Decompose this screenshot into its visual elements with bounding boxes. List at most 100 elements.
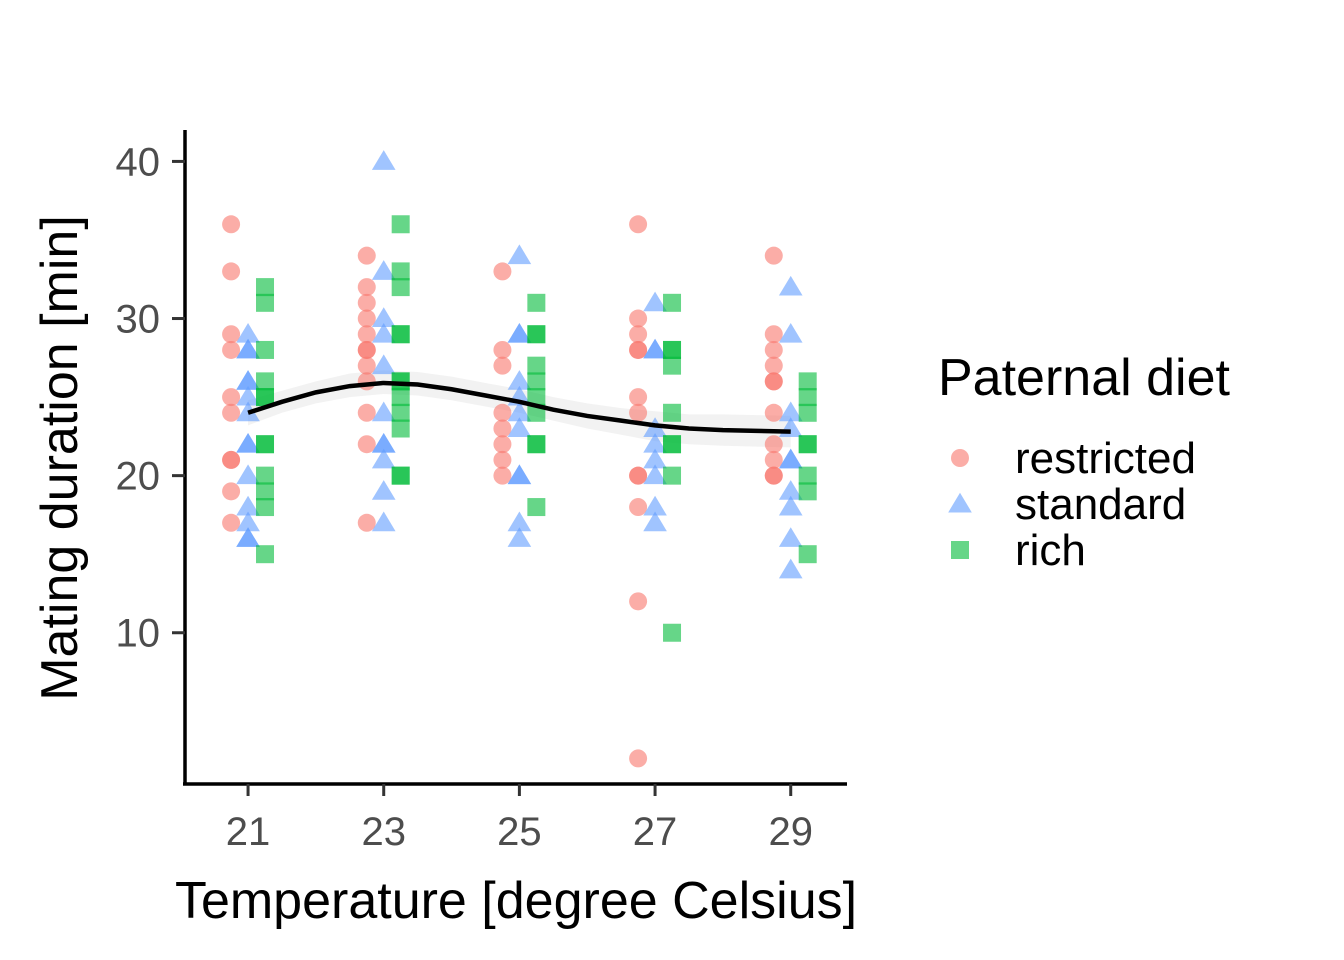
- rich-point: [256, 482, 275, 501]
- restricted-point: [493, 356, 512, 375]
- restricted-point: [493, 435, 512, 454]
- standard-point: [778, 527, 803, 547]
- restricted-point: [222, 450, 241, 469]
- rich-point: [798, 545, 817, 564]
- restricted-point: [222, 388, 241, 407]
- restricted-point: [764, 356, 783, 375]
- restricted-point: [629, 309, 648, 328]
- x-tick-label: 27: [633, 810, 678, 854]
- rich-point: [256, 278, 275, 297]
- restricted-point: [764, 466, 783, 485]
- rich-point: [798, 388, 817, 407]
- standard-point: [778, 558, 803, 579]
- rich-point: [663, 340, 682, 359]
- restricted-point: [222, 513, 241, 532]
- restricted-point: [493, 419, 512, 438]
- standard-point: [236, 322, 260, 343]
- rich-point: [256, 372, 275, 391]
- standard-point: [643, 464, 667, 485]
- restricted-point: [629, 466, 648, 485]
- x-tick-label: 25: [497, 810, 542, 854]
- legend-title: Paternal diet: [938, 349, 1231, 407]
- rich-point: [798, 482, 817, 501]
- restricted-point: [357, 356, 376, 375]
- restricted-point: [764, 403, 783, 422]
- rich-point: [256, 466, 275, 485]
- standard-point: [643, 448, 667, 469]
- trend-line-layer: [247, 380, 791, 434]
- restricted-point: [222, 340, 241, 359]
- standard-point: [236, 527, 260, 547]
- restricted-point: [222, 215, 241, 234]
- restricted-point: [222, 403, 241, 422]
- legend-key-rich: [951, 541, 969, 559]
- standard-point: [507, 464, 532, 485]
- restricted-point: [493, 340, 512, 359]
- rich-point: [663, 623, 682, 642]
- rich-point: [663, 466, 682, 485]
- rich-point: [256, 388, 275, 407]
- rich-point: [527, 388, 546, 407]
- rich-point: [391, 388, 410, 407]
- restricted-point: [222, 482, 241, 501]
- restricted-point: [493, 450, 512, 469]
- rich-point: [256, 293, 275, 312]
- standard-point: [778, 275, 803, 296]
- restricted-point: [357, 435, 376, 454]
- standard-point: [643, 511, 667, 532]
- restricted-point: [357, 278, 376, 297]
- standard-point: [507, 401, 532, 422]
- data-points-layer: [222, 150, 817, 768]
- rich-point: [798, 372, 817, 391]
- standard-point: [371, 401, 396, 422]
- standard-point: [643, 338, 667, 359]
- x-tick-label: 21: [226, 810, 271, 854]
- standard-point: [371, 322, 396, 343]
- rich-point: [527, 435, 546, 454]
- y-axis-ticks: 10 20 30 40: [116, 140, 185, 656]
- restricted-point: [493, 466, 512, 485]
- standard-point: [778, 495, 803, 516]
- rich-point: [663, 435, 682, 454]
- standard-point: [778, 322, 803, 343]
- standard-point: [643, 495, 667, 516]
- standard-point: [507, 322, 532, 343]
- y-tick-label: 30: [116, 298, 161, 342]
- standard-point: [371, 260, 396, 280]
- standard-point: [236, 432, 260, 453]
- standard-point: [236, 464, 260, 485]
- standard-point: [507, 370, 532, 390]
- rich-point: [798, 466, 817, 485]
- standard-point: [371, 150, 396, 170]
- standard-point: [778, 401, 803, 422]
- standard-point: [643, 291, 667, 312]
- standard-point: [371, 448, 396, 469]
- standard-point: [643, 432, 667, 453]
- standard-point: [236, 495, 260, 516]
- rich-point: [527, 325, 546, 344]
- restricted-point: [357, 403, 376, 422]
- legend-label-restricted: restricted: [1015, 434, 1196, 483]
- standard-point: [507, 511, 532, 532]
- restricted-point: [764, 435, 783, 454]
- rich-point: [391, 278, 410, 297]
- x-axis-ticks: 21 23 25 27 29: [226, 784, 813, 854]
- y-tick-label: 40: [116, 140, 161, 184]
- plot-area: [222, 150, 817, 768]
- restricted-point: [493, 403, 512, 422]
- restricted-point: [764, 325, 783, 344]
- restricted-point: [222, 262, 241, 281]
- standard-point: [507, 527, 532, 547]
- restricted-point: [357, 293, 376, 312]
- restricted-point: [629, 498, 648, 517]
- restricted-point: [222, 325, 241, 344]
- rich-point: [391, 403, 410, 422]
- rich-point: [527, 498, 546, 517]
- restricted-point: [357, 246, 376, 265]
- restricted-point: [629, 325, 648, 344]
- standard-point: [236, 385, 260, 406]
- rich-point: [391, 466, 410, 485]
- restricted-point: [629, 749, 648, 768]
